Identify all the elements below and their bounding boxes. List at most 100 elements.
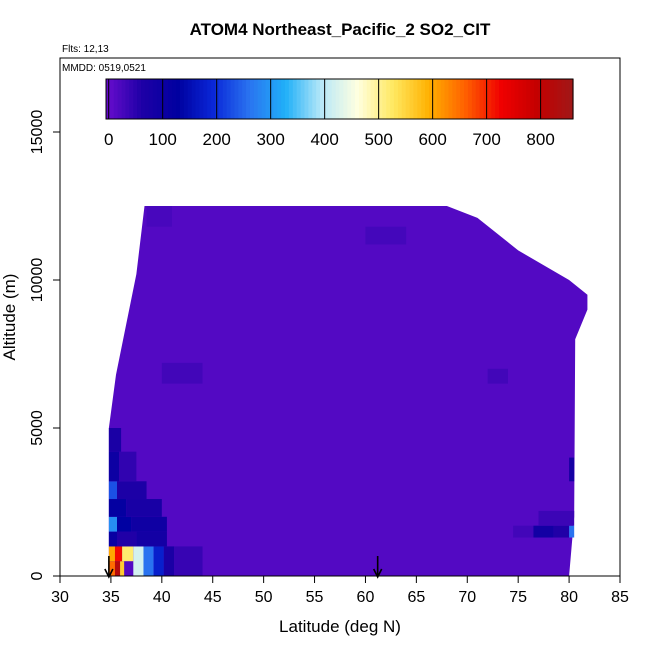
profile-markers xyxy=(104,556,383,579)
colorbar-segment xyxy=(475,79,481,119)
colorbar-segment xyxy=(343,79,348,119)
colorbar-segment xyxy=(327,79,333,119)
colorbar-segment xyxy=(249,79,255,119)
colorbar-segment xyxy=(226,79,232,119)
colorbar-segment xyxy=(137,79,142,119)
colorbar-segment xyxy=(374,79,380,119)
field-cell xyxy=(487,368,508,384)
field-cell xyxy=(133,546,144,576)
x-tick-label: 30 xyxy=(51,589,69,606)
field-cell xyxy=(146,206,172,227)
colorbar-segment xyxy=(565,79,570,119)
colorbar-segment xyxy=(133,79,138,119)
colorbar-segment xyxy=(172,79,177,119)
colorbar-segment xyxy=(234,79,239,119)
colorbar-segment xyxy=(549,79,555,119)
colorbar-segment xyxy=(386,79,391,119)
colorbar-segment xyxy=(335,79,341,119)
colorbar-segment xyxy=(218,79,224,119)
colorbar-segment xyxy=(211,79,216,119)
colorbar-segment xyxy=(168,79,173,119)
colorbar-segment xyxy=(230,79,236,119)
field-cell xyxy=(131,516,167,532)
field-cell xyxy=(108,451,120,482)
colorbar-segment xyxy=(499,79,504,119)
colorbar-segment xyxy=(148,79,154,119)
colorbar-segment xyxy=(452,79,457,119)
colorbar-segment xyxy=(296,79,302,119)
colorbar-segment xyxy=(109,79,115,119)
field-cell xyxy=(117,531,137,547)
colorbar-segment xyxy=(261,79,267,119)
y-tick-label: 15000 xyxy=(29,110,46,155)
field-cell xyxy=(108,531,118,547)
colorbar-segment xyxy=(440,79,446,119)
field-cell xyxy=(569,457,575,482)
colorbar-segment xyxy=(382,79,387,119)
colorbar-segment xyxy=(222,79,228,119)
plot-frame xyxy=(59,57,621,577)
colorbar-tick-label: 800 xyxy=(526,130,554,149)
colorbar-segment xyxy=(495,79,500,119)
colorbar-segment xyxy=(144,79,150,119)
colorbar-tick-label: 600 xyxy=(418,130,446,149)
y-tick-label: 0 xyxy=(29,571,46,580)
colorbar-segment xyxy=(541,79,547,119)
colorbar-segment xyxy=(393,79,399,119)
colorbar-segment xyxy=(207,79,212,119)
colorbar-segment xyxy=(366,79,372,119)
field-cell xyxy=(533,525,554,538)
x-tick-label: 50 xyxy=(255,589,273,606)
field-cell xyxy=(108,561,115,576)
colorbar-segment xyxy=(421,79,426,119)
colorbar-segment xyxy=(113,79,119,119)
field-cell xyxy=(114,561,121,576)
profile-arrow-head xyxy=(372,568,383,579)
field-envelope xyxy=(108,206,588,576)
colorbar-segment xyxy=(355,79,360,119)
colorbar-segment xyxy=(561,79,566,119)
colorbar-segment xyxy=(152,79,158,119)
heatmap-field xyxy=(108,206,588,576)
field-cell xyxy=(120,561,125,576)
x-axis: 30 35 40 45 50 55 60 65 70 75 80 85 xyxy=(51,576,629,606)
colorbar-segment xyxy=(545,79,551,119)
colorbar-segment xyxy=(514,79,520,119)
colorbar-segment xyxy=(277,79,282,119)
field-cell xyxy=(553,525,570,538)
colorbar-segment xyxy=(308,79,313,119)
profile-arrow-head xyxy=(104,568,114,579)
colorbar-frame xyxy=(105,78,574,120)
y-axis-label: Altitude (m) xyxy=(0,274,19,361)
colorbar-segment xyxy=(214,79,220,119)
colorbar: 0 100 200 300 400 500 600 700 800 xyxy=(104,78,574,149)
colorbar-segment xyxy=(187,79,193,119)
colorbar-tick-label: 100 xyxy=(149,130,177,149)
colorbar-segment xyxy=(129,79,134,119)
chart-title: ATOM4 Northeast_Pacific_2 SO2_CIT xyxy=(190,20,491,39)
colorbar-segment xyxy=(320,79,325,119)
field-cell xyxy=(513,525,534,538)
x-tick-label: 70 xyxy=(458,589,476,606)
x-tick-label: 55 xyxy=(306,589,324,606)
x-tick-label: 65 xyxy=(407,589,425,606)
colorbar-segment xyxy=(351,79,356,119)
x-tick-label: 75 xyxy=(509,589,527,606)
field-cell xyxy=(153,546,164,576)
colorbar-segment xyxy=(429,79,434,119)
colorbar-segment xyxy=(257,79,263,119)
field-cell xyxy=(143,546,154,576)
colorbar-segment xyxy=(479,79,485,119)
field-cell xyxy=(163,546,175,576)
x-tick-label: 45 xyxy=(204,589,222,606)
field-cell xyxy=(119,451,137,482)
colorbar-segment xyxy=(347,79,352,119)
colorbar-segment xyxy=(409,79,415,119)
colorbar-tick-label: 400 xyxy=(310,130,338,149)
colorbar-segment xyxy=(156,79,162,119)
field-cell xyxy=(117,516,132,532)
colorbar-segment xyxy=(183,79,189,119)
colorbar-segment xyxy=(425,79,430,119)
colorbar-segment xyxy=(292,79,298,119)
colorbar-segment xyxy=(191,79,197,119)
